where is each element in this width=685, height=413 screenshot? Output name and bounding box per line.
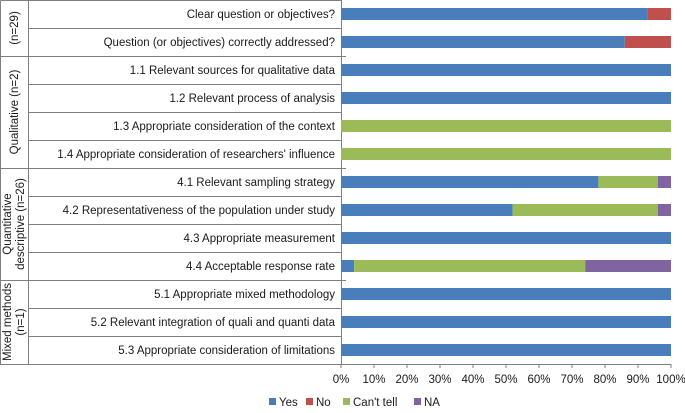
bar-can-t-tell-row-6	[341, 148, 671, 160]
x-tick-label-0: 0%	[333, 374, 350, 386]
group-label-quantitative-descriptive-n-26-line-1: Quantitative	[2, 193, 14, 254]
bar-yes-row-13	[341, 344, 671, 356]
group-label-qualitative-n-2: Qualitative (n=2)	[9, 69, 21, 154]
bar-yes-row-1	[341, 8, 648, 20]
category-label-7: 4.1 Relevant sampling strategy	[177, 177, 335, 189]
x-tick-label-4: 40%	[461, 374, 484, 386]
legend-swatch-na	[414, 398, 421, 405]
bar-yes-row-3	[341, 64, 671, 76]
x-tick-label-3: 30%	[428, 374, 451, 386]
category-label-3: 1.1 Relevant sources for qualitative dat…	[130, 65, 336, 77]
category-label-1: Clear question or objectives?	[187, 9, 335, 21]
legend-swatch-yes	[269, 398, 276, 405]
bar-can-t-tell-row-10	[354, 260, 586, 272]
bar-yes-row-11	[341, 288, 671, 300]
x-tick-label-6: 60%	[527, 374, 550, 386]
group-label-mixed-methods-n-1-line-2: (n=1)	[15, 308, 27, 335]
category-label-8: 4.2 Representativeness of the population…	[63, 205, 336, 217]
bar-yes-row-4	[341, 92, 671, 104]
bar-yes-row-8	[341, 204, 513, 216]
legend-label-no: No	[316, 397, 331, 409]
group-label-n-29: (n=29)	[9, 11, 21, 45]
group-labels: (n=29) Qualitative (n=2) Quantitative descr…	[2, 11, 27, 361]
legend: Yes No Can't tell NA	[269, 397, 440, 409]
bar-na-row-8	[657, 204, 671, 216]
bar-no-row-1	[647, 8, 671, 20]
bar-yes-row-12	[341, 316, 671, 328]
bar-na-row-10	[585, 260, 671, 272]
legend-label-na: NA	[424, 397, 440, 409]
legend-swatch-no	[306, 398, 313, 405]
x-axis: 0% 10% 20% 30% 40% 50% 60% 70% 80% 90% 100%	[333, 364, 685, 386]
legend-label-can-t-tell: Can't tell	[353, 397, 397, 409]
bar-yes-row-2	[341, 36, 625, 48]
category-label-9: 4.3 Appropriate measurement	[183, 233, 335, 245]
bar-no-row-2	[624, 36, 671, 48]
category-label-13: 5.3 Appropriate consideration of limitat…	[118, 345, 335, 357]
category-labels: Clear question or objectives? Question (o…	[57, 9, 336, 357]
chart-frame	[0, 0, 346, 365]
x-tick-label-10: 100%	[656, 374, 685, 386]
bar-can-t-tell-row-7	[598, 176, 658, 188]
category-label-4: 1.2 Relevant process of analysis	[169, 93, 335, 105]
x-tick-label-5: 50%	[494, 374, 517, 386]
x-tick-label-1: 10%	[362, 374, 385, 386]
group-label-mixed-methods-n-1-line-1: Mixed methods	[2, 283, 14, 361]
category-label-5: 1.3 Appropriate consideration of the con…	[113, 121, 336, 133]
bars	[341, 8, 671, 356]
bar-can-t-tell-row-8	[512, 204, 658, 216]
category-label-2: Question (or objectives) correctly addre…	[104, 37, 335, 49]
category-label-12: 5.2 Relevant integration of quali and qu…	[91, 317, 336, 329]
category-label-6: 1.4 Appropriate consideration of researc…	[57, 149, 335, 161]
x-tick-label-7: 70%	[560, 374, 583, 386]
bar-na-row-7	[657, 176, 671, 188]
category-label-11: 5.1 Appropriate mixed methodology	[154, 289, 335, 301]
bar-yes-row-7	[341, 176, 599, 188]
legend-swatch-can-t-tell	[343, 398, 350, 405]
x-tick-label-9: 90%	[626, 374, 649, 386]
bar-yes-row-9	[341, 232, 671, 244]
category-label-10: 4.4 Acceptable response rate	[186, 261, 335, 273]
x-tick-label-2: 20%	[395, 374, 418, 386]
legend-label-yes: Yes	[279, 397, 298, 409]
bar-can-t-tell-row-5	[341, 120, 671, 132]
x-tick-label-8: 80%	[593, 374, 616, 386]
bar-yes-row-10	[341, 260, 355, 272]
group-label-quantitative-descriptive-n-26-line-2: descriptive (n=26)	[15, 178, 27, 270]
